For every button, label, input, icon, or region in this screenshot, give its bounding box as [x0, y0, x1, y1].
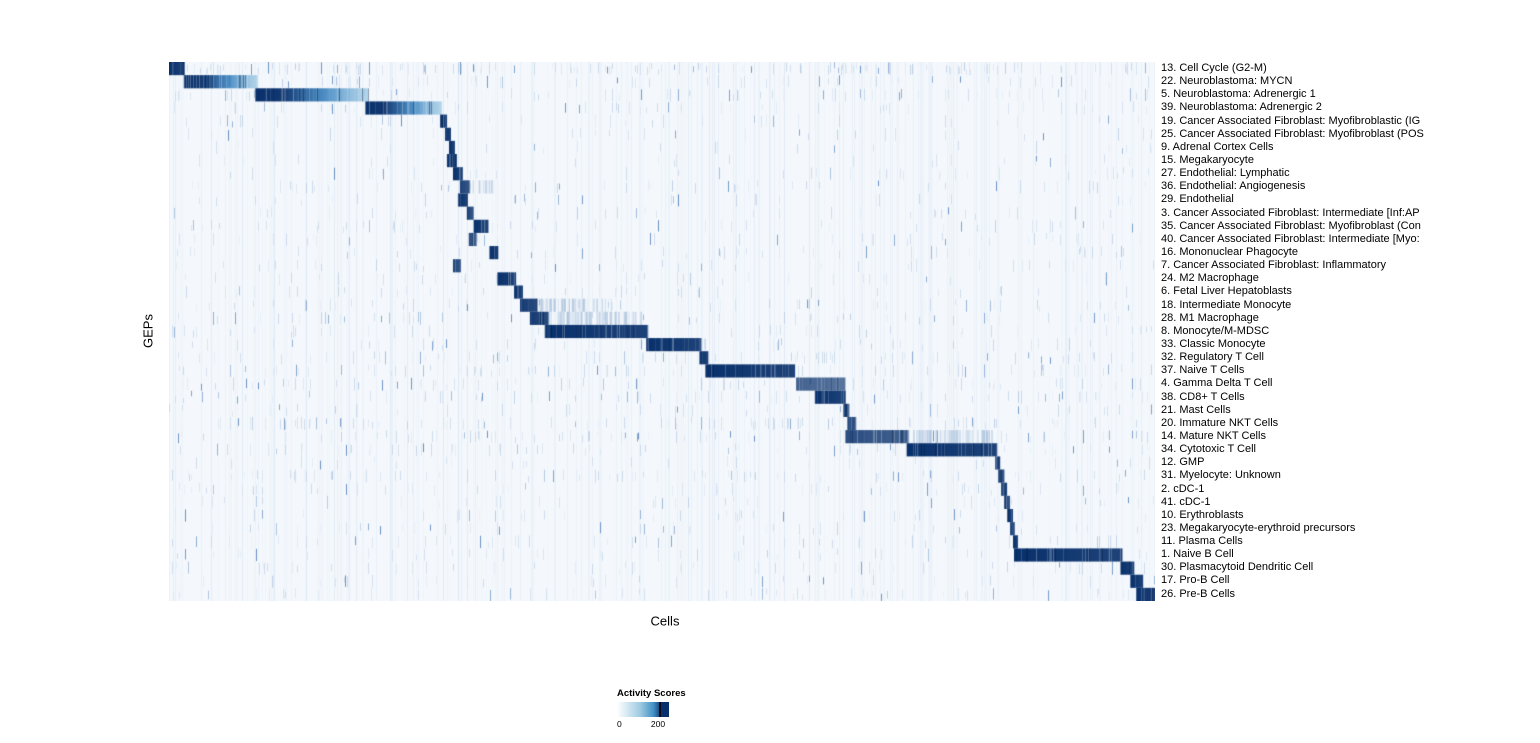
- row-label: 35. Cancer Associated Fibroblast: Myofib…: [1161, 219, 1421, 232]
- row-label: 1. Naive B Cell: [1161, 548, 1234, 561]
- row-label: 21. Mast Cells: [1161, 403, 1231, 416]
- row-label: 26. Pre-B Cells: [1161, 587, 1235, 600]
- legend-max-label: 200: [650, 719, 666, 729]
- row-label: 32. Regulatory T Cell: [1161, 351, 1264, 364]
- row-label: 13. Cell Cycle (G2-M): [1161, 62, 1267, 74]
- row-label: 41. cDC-1: [1161, 495, 1211, 508]
- row-label: 4. Gamma Delta T Cell: [1161, 377, 1273, 390]
- row-label: 23. Megakaryocyte-erythroid precursors: [1161, 521, 1356, 534]
- row-label: 17. Pro-B Cell: [1161, 574, 1230, 587]
- row-label: 6. Fetal Liver Hepatoblasts: [1161, 285, 1292, 298]
- row-label: 34. Cytotoxic T Cell: [1161, 443, 1256, 456]
- row-label: 14. Mature NKT Cells: [1161, 429, 1266, 442]
- row-label: 3. Cancer Associated Fibroblast: Interme…: [1161, 206, 1420, 219]
- row-label: 36. Endothelial: Angiogenesis: [1161, 180, 1306, 193]
- row-label: 27. Endothelial: Lymphatic: [1161, 167, 1290, 180]
- legend-tick-200: [658, 702, 661, 717]
- row-label: 29. Endothelial: [1161, 193, 1234, 206]
- row-label: 30. Plasmacytoid Dendritic Cell: [1161, 561, 1314, 574]
- row-label: 2. cDC-1: [1161, 482, 1205, 495]
- row-label: 40. Cancer Associated Fibroblast: Interm…: [1161, 232, 1420, 245]
- row-label: 11. Plasma Cells: [1161, 535, 1243, 548]
- row-label: 20. Immature NKT Cells: [1161, 416, 1279, 429]
- legend-title: Activity Scores: [617, 688, 686, 699]
- x-axis-label: Cells: [650, 613, 680, 629]
- legend-tick-labels: 0 200: [617, 719, 737, 730]
- row-labels: 13. Cell Cycle (G2-M) 22. Neuroblastoma: …: [1161, 62, 1540, 601]
- row-label: 12. GMP: [1161, 456, 1205, 469]
- row-label: 37. Naive T Cells: [1161, 364, 1245, 377]
- row-label: 19. Cancer Associated Fibroblast: Myofib…: [1161, 114, 1421, 127]
- row-label: 9. Adrenal Cortex Cells: [1161, 140, 1274, 153]
- y-axis-label: GEPs: [140, 314, 156, 348]
- row-label: 10. Erythroblasts: [1161, 508, 1244, 521]
- row-label: 22. Neuroblastoma: MYCN: [1161, 75, 1293, 88]
- row-label: 25. Cancer Associated Fibroblast: Myofib…: [1161, 127, 1424, 140]
- row-label: 24. M2 Macrophage: [1161, 272, 1259, 285]
- row-label: 39. Neuroblastoma: Adrenergic 2: [1161, 101, 1322, 114]
- row-label: 18. Intermediate Monocyte: [1161, 298, 1292, 311]
- row-label: 16. Mononuclear Phagocyte: [1161, 245, 1298, 258]
- row-label: 8. Monocyte/M-MDSC: [1161, 324, 1270, 337]
- row-label: 31. Myelocyte: Unknown: [1161, 469, 1281, 482]
- activity-scores-legend: Activity Scores 0 200: [617, 688, 737, 730]
- row-label: 7. Cancer Associated Fibroblast: Inflamm…: [1161, 259, 1386, 272]
- legend-gradient-bar: [617, 702, 669, 717]
- row-label: 15. Megakaryocyte: [1161, 153, 1254, 166]
- row-label: 33. Classic Monocyte: [1161, 337, 1266, 350]
- heatmap-canvas: [169, 62, 1155, 601]
- row-label: 28. M1 Macrophage: [1161, 311, 1259, 324]
- row-label: 38. CD8+ T Cells: [1161, 390, 1245, 403]
- legend-min-label: 0: [617, 719, 622, 729]
- row-label: 5. Neuroblastoma: Adrenergic 1: [1161, 88, 1316, 101]
